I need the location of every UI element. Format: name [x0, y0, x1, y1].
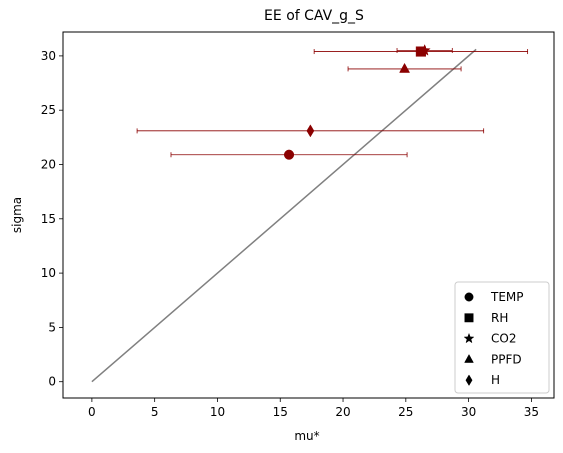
marker-co2: [418, 43, 431, 56]
x-tick-label: 0: [88, 405, 96, 419]
marker-temp: [283, 149, 295, 160]
x-tick-label: 15: [273, 405, 288, 419]
y-tick-label: 30: [41, 49, 56, 63]
y-tick-label: 20: [41, 157, 56, 171]
legend-frame: [454, 281, 550, 394]
legend-marker-rh: [464, 313, 474, 323]
x-tick-label: 5: [151, 405, 159, 419]
x-axis-ticks: 0 5 10 15 20 25 30 35: [88, 398, 539, 419]
y-tick-label: 0: [48, 375, 56, 389]
x-tick-label: 30: [461, 405, 476, 419]
chart-title: EE of CAV_g_S: [264, 8, 364, 24]
marker-ppfd: [399, 62, 411, 73]
legend-items: TEMP RH CO2 PPFD H: [463, 290, 524, 387]
marker-layer: [283, 43, 431, 160]
legend-label-ppfd: PPFD: [491, 352, 522, 366]
legend-marker-co2: [463, 332, 475, 344]
y-axis-ticks: 0 5 10 15 20 25 30: [41, 49, 63, 389]
legend: TEMP RH CO2 PPFD H: [454, 281, 550, 394]
legend-marker-ppfd: [464, 354, 474, 363]
x-tick-label: 25: [398, 405, 413, 419]
reference-line-layer: [91, 48, 477, 383]
y-tick-label: 10: [41, 266, 56, 280]
legend-label-temp: TEMP: [490, 290, 524, 304]
x-tick-label: 35: [524, 405, 539, 419]
y-tick-label: 5: [48, 320, 56, 334]
x-axis-label: mu*: [294, 429, 319, 443]
legend-label-co2: CO2: [491, 332, 516, 346]
marker-h: [306, 124, 315, 138]
legend-label-rh: RH: [491, 311, 508, 325]
legend-marker-temp: [464, 292, 474, 302]
y-tick-label: 15: [41, 212, 56, 226]
legend-marker-h: [465, 374, 473, 386]
y-tick-label: 25: [41, 103, 56, 117]
x-tick-label: 20: [335, 405, 350, 419]
reference-line: [91, 48, 477, 383]
x-tick-label: 10: [210, 405, 225, 419]
legend-label-h: H: [491, 373, 500, 387]
plot-frame: [62, 31, 555, 399]
y-axis-label: sigma: [10, 197, 24, 233]
